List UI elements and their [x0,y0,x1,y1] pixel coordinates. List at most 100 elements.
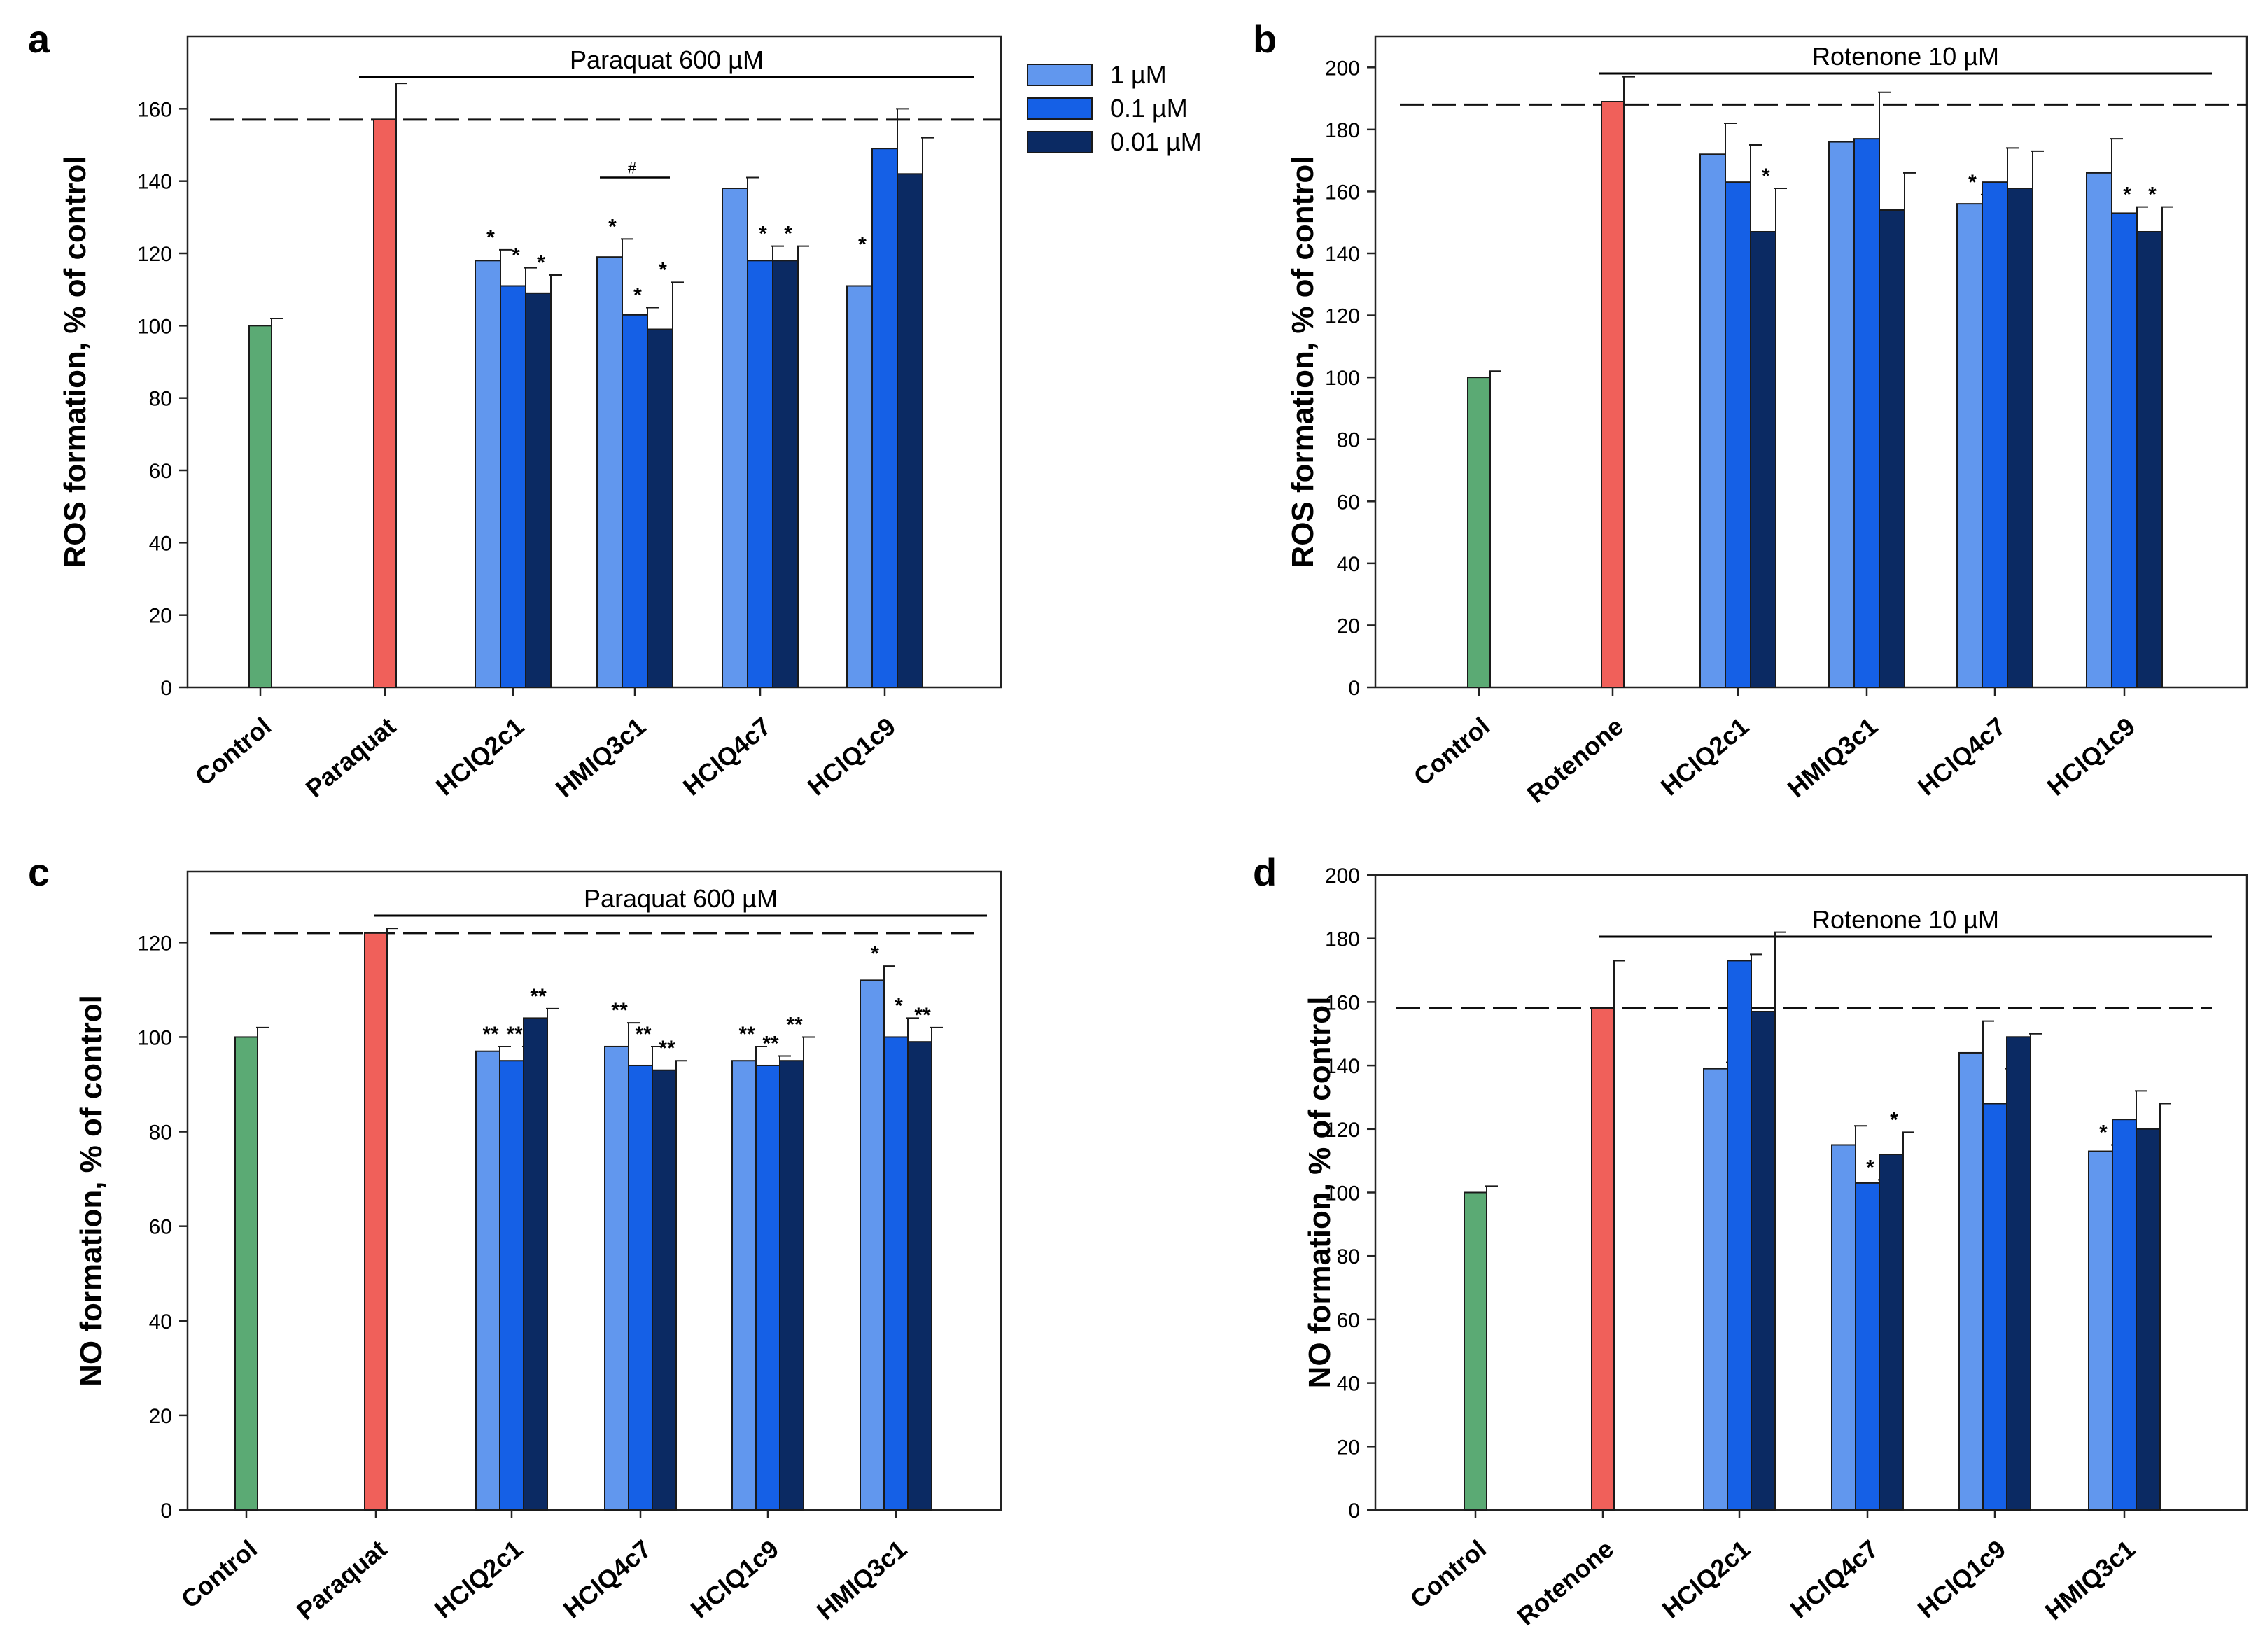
x-tick-label: HMIQ3c1 [2040,1534,2140,1625]
bar-0.1uM [628,1064,653,1511]
bar-0.1uM [755,1064,780,1511]
legend-swatch [1027,131,1093,153]
y-tick-label: 80 [1337,1245,1360,1268]
y-axis-label: NO formation, % of control [1303,997,1337,1389]
panel-d: d 0 20 40 60 80 100 120 140 160 180 200 NO formation… [1253,850,2248,1631]
y-tick-label: 0 [1348,1499,1360,1522]
y-tick-label: 20 [1337,1436,1360,1459]
y-tick-label: 80 [149,1121,172,1144]
bar-0.01uM [772,260,799,689]
significance-mark: ** [506,1023,523,1046]
bar-1uM [731,1060,757,1511]
bar-0.1uM [2111,212,2138,688]
y-tick-label: 40 [1337,1373,1360,1396]
legend-label: 0.01 µM [1110,127,1202,156]
bar-1uM [1958,1051,1984,1511]
comparison-mark: # [628,160,637,177]
bar-1uM [846,285,873,688]
y-tick-label: 120 [137,932,172,955]
panel-letter: d [1253,850,1277,894]
x-tick-label: Paraquat [291,1534,392,1625]
panel-letter: a [28,17,50,61]
significance-mark: ** [738,1023,755,1046]
significance-mark: * [608,215,617,238]
x-tick-label: Control [176,1534,262,1614]
legend: 1 µM 0.1 µM 0.01 µM [1027,60,1202,156]
bar-1uM [860,979,885,1511]
x-tick-label: HClQ2c1 [1655,712,1754,802]
y-axis-label: ROS formation, % of control [58,155,92,568]
y-tick-label: 60 [149,1216,172,1239]
bar-0.01uM [2136,231,2163,688]
bar-0.01uM [2136,1128,2161,1511]
significance-mark: * [1968,171,1977,194]
bar-1uM [475,260,501,689]
y-tick-label: 100 [137,1026,172,1049]
y-tick-label: 60 [149,460,172,483]
bar-0.1uM [1853,138,1880,688]
significance-mark: * [1866,1156,1874,1179]
bar-0.01uM [652,1069,677,1511]
panel-letter: b [1253,17,1277,61]
control-bar [234,1036,258,1511]
y-tick-label: 80 [1337,429,1360,452]
y-tick-label: 120 [137,243,172,266]
bar-0.1uM [500,285,526,688]
y-tick-label: 60 [1337,491,1360,514]
toxin-bar [364,932,388,1511]
bar-0.01uM [1751,1011,1776,1511]
x-tick-label: Rotenone [1522,712,1629,808]
bar-0.1uM [499,1060,524,1511]
bar-0.01uM [2006,1036,2031,1511]
y-tick-label: 20 [1337,615,1360,638]
bar-0.1uM [622,314,648,689]
significance-mark: * [2123,183,2131,206]
bar-1uM [475,1050,500,1511]
significance-mark: * [486,226,495,249]
y-axis-label: NO formation, % of control [74,995,108,1387]
plot-frame [1374,35,2248,689]
bar-0.1uM [2112,1119,2137,1511]
significance-mark: ** [786,1013,803,1036]
y-tick-label: 20 [149,605,172,628]
bar-1uM [2086,172,2112,689]
bar-0.01uM [1879,209,1905,688]
treatment-label: Paraquat 600 µM [584,884,778,913]
x-tick-label: HClQ1c9 [685,1534,784,1624]
legend-label: 1 µM [1110,60,1167,89]
y-tick-label: 160 [137,98,172,121]
plot-frame [186,35,1002,689]
control-bar [1467,377,1491,689]
significance-mark: * [858,233,867,256]
bar-0.1uM [1982,181,2008,688]
significance-mark: * [2148,183,2157,206]
panel-c: c 0 20 40 60 80 100 120 NO formation, % of contr… [28,850,1002,1625]
bar-1uM [1828,141,1855,689]
legend-swatch [1027,97,1093,120]
bar-1uM [1831,1144,1856,1511]
x-tick-label: Paraquat [300,712,401,803]
bar-0.1uM [1725,181,1751,688]
y-tick-label: 100 [137,315,172,338]
panel-a: a 0 20 40 60 80 100 120 140 160 ROS formation, % o… [28,17,1002,803]
control-bar [248,325,272,689]
significance-mark: * [871,942,879,965]
legend-swatch [1027,64,1093,86]
bar-1uM [1956,203,1983,688]
y-tick-label: 140 [1325,243,1360,266]
significance-mark: * [1762,164,1770,188]
y-tick-label: 160 [1325,181,1360,204]
x-tick-label: HClQ4c7 [1912,712,2011,802]
bar-0.01uM [647,328,673,688]
y-tick-label: 0 [160,677,172,700]
bar-1uM [1699,153,1726,689]
bar-0.01uM [525,292,552,689]
toxin-bar [1591,1007,1615,1511]
significance-mark: * [784,223,792,246]
bar-1uM [596,256,623,688]
x-tick-label: HClQ1c9 [1912,1534,2011,1624]
bar-0.01uM [907,1041,932,1511]
bar-1uM [604,1045,629,1511]
x-tick-label: HMIQ3c1 [811,1534,912,1625]
